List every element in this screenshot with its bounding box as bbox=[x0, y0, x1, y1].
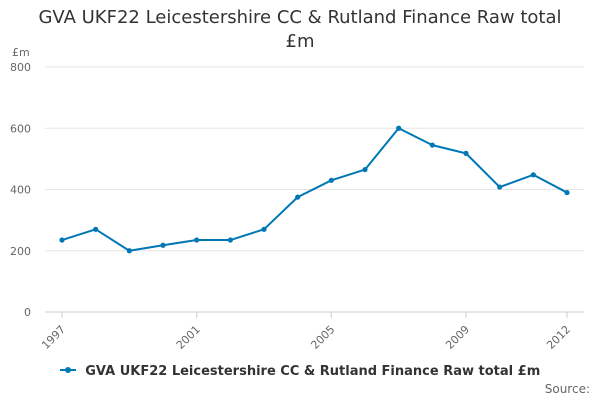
data-point bbox=[497, 184, 503, 190]
x-tick-label: 1997 bbox=[39, 323, 68, 352]
data-point bbox=[59, 237, 65, 243]
y-tick-label: 200 bbox=[10, 245, 31, 258]
y-tick-label: 0 bbox=[24, 306, 31, 319]
chart-title-line-1: GVA UKF22 Leicestershire CC & Rutland Fi… bbox=[38, 7, 562, 28]
x-tick-label: 2001 bbox=[174, 323, 203, 352]
data-point bbox=[463, 150, 469, 156]
y-tick-label: 600 bbox=[10, 122, 31, 135]
data-point bbox=[362, 166, 368, 173]
series-line bbox=[61, 127, 568, 252]
data-point bbox=[564, 189, 570, 196]
data-point bbox=[261, 226, 267, 232]
x-tick-label: 2009 bbox=[443, 323, 472, 352]
y-axis-label: £m bbox=[12, 46, 30, 59]
y-tick-label: 400 bbox=[10, 184, 31, 197]
data-point bbox=[126, 248, 132, 254]
data-point bbox=[227, 237, 233, 243]
x-tick-label: 2005 bbox=[308, 323, 337, 352]
data-point bbox=[396, 125, 402, 131]
chart-legend[interactable]: GVA UKF22 Leicestershire CC & Rutland Fi… bbox=[0, 364, 600, 379]
x-tick-label: 2012 bbox=[544, 323, 573, 352]
legend-line-marker-icon bbox=[59, 366, 76, 373]
data-point bbox=[530, 172, 536, 178]
y-tick-label: 800 bbox=[10, 61, 31, 74]
data-point bbox=[160, 242, 166, 248]
data-point bbox=[194, 237, 200, 243]
chart-title-line-2: £m bbox=[285, 31, 315, 52]
data-point bbox=[93, 226, 99, 232]
data-point bbox=[328, 177, 334, 183]
source-credit[interactable]: Source: bbox=[544, 382, 590, 396]
data-point bbox=[429, 142, 435, 148]
data-point bbox=[295, 194, 301, 200]
legend-label: GVA UKF22 Leicestershire CC & Rutland Fi… bbox=[85, 364, 541, 379]
chart-title: GVA UKF22 Leicestershire CC & Rutland Fi… bbox=[0, 6, 600, 54]
